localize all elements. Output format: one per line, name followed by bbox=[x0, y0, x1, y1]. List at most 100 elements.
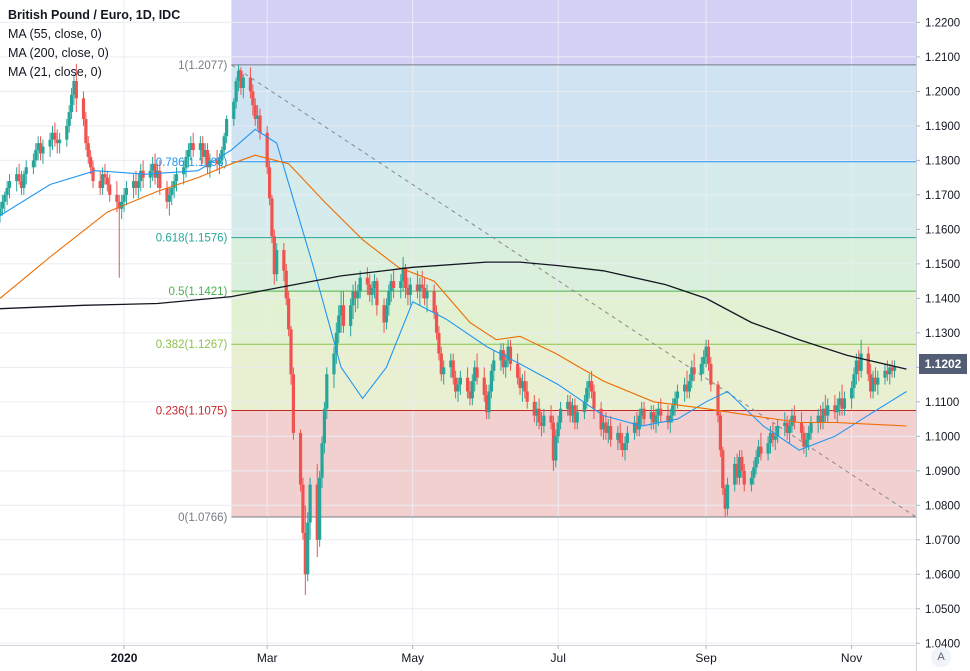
candle-body bbox=[859, 353, 863, 371]
auto-scale-button[interactable]: A bbox=[931, 647, 951, 667]
study-ma200[interactable]: MA (200, close, 0) bbox=[8, 46, 109, 60]
candle-body bbox=[520, 381, 525, 389]
candle-body bbox=[315, 484, 319, 540]
candle-body bbox=[303, 532, 307, 575]
candle-body bbox=[0, 201, 4, 209]
candle-body bbox=[318, 477, 322, 540]
time-tick-label: Mar bbox=[257, 651, 278, 665]
candle-body bbox=[482, 377, 486, 395]
candle-body bbox=[554, 436, 558, 461]
price-tick-label: 1.1300 bbox=[925, 328, 960, 340]
candle-body bbox=[456, 384, 460, 392]
candle-body bbox=[587, 381, 591, 389]
candle-body bbox=[341, 305, 346, 326]
trend-line-segment bbox=[231, 64, 917, 518]
candle-body bbox=[136, 181, 140, 188]
candle-body bbox=[375, 281, 379, 306]
candle-body bbox=[353, 291, 358, 299]
candle-body bbox=[167, 194, 171, 202]
candle-body bbox=[170, 187, 174, 195]
candle-body bbox=[36, 143, 40, 151]
candle-body bbox=[759, 446, 763, 454]
price-tick-label: 1.2200 bbox=[925, 17, 960, 29]
candle-body bbox=[399, 281, 403, 289]
candle-body bbox=[818, 415, 823, 423]
candle-body bbox=[604, 422, 608, 433]
candle-body bbox=[332, 353, 336, 375]
candle-body bbox=[67, 112, 71, 126]
trend-line[interactable] bbox=[231, 64, 917, 518]
candle-body bbox=[558, 408, 563, 423]
candle-body bbox=[675, 391, 680, 399]
candle-body bbox=[186, 150, 191, 157]
fib-zone bbox=[231, 344, 916, 411]
candle-body bbox=[225, 118, 229, 137]
candle-body bbox=[74, 81, 78, 99]
candle-body bbox=[174, 174, 179, 182]
candle-body bbox=[539, 422, 544, 426]
price-tick-label: 1.2000 bbox=[925, 86, 960, 98]
candle-body bbox=[454, 377, 458, 392]
candle-body bbox=[289, 329, 293, 375]
candle-body bbox=[53, 132, 57, 140]
candle-body bbox=[220, 150, 224, 161]
candle-body bbox=[666, 415, 670, 423]
candle-body bbox=[241, 77, 245, 88]
candle-body bbox=[892, 366, 897, 371]
candle-body bbox=[282, 250, 286, 271]
candle-body bbox=[298, 432, 303, 485]
candle-body bbox=[687, 381, 691, 392]
candle-body bbox=[365, 277, 369, 285]
candle-body bbox=[201, 143, 205, 157]
candle-body bbox=[473, 367, 477, 382]
candle-body bbox=[349, 305, 353, 326]
candle-body bbox=[807, 432, 811, 440]
candle-body bbox=[690, 367, 694, 382]
candle-body bbox=[725, 484, 730, 509]
candle-body bbox=[849, 388, 854, 399]
price-tick-label: 1.1000 bbox=[925, 431, 960, 443]
candle-body bbox=[100, 174, 105, 188]
candle-body bbox=[475, 367, 479, 378]
time-tick-label: May bbox=[401, 651, 424, 665]
candle-body bbox=[222, 136, 226, 151]
candle-body bbox=[265, 132, 269, 168]
candle-body bbox=[389, 281, 393, 292]
ma-line-ma55 bbox=[0, 154, 907, 427]
candle-body bbox=[275, 250, 279, 275]
candle-body bbox=[205, 150, 210, 168]
candle-body bbox=[721, 450, 725, 489]
candle-body bbox=[442, 367, 446, 375]
study-ma55[interactable]: MA (55, close, 0) bbox=[8, 27, 102, 41]
candle-body bbox=[737, 457, 742, 478]
candle-body bbox=[508, 346, 513, 364]
candle-body bbox=[735, 463, 739, 478]
price-tick-label: 1.0400 bbox=[925, 638, 960, 650]
candle-body bbox=[251, 91, 255, 106]
candle-body bbox=[840, 398, 844, 409]
candle-body bbox=[523, 381, 527, 392]
candle-body bbox=[702, 356, 706, 364]
candle-body bbox=[418, 284, 422, 292]
candle-body bbox=[535, 408, 539, 416]
candle-body bbox=[609, 425, 613, 440]
candle-body bbox=[740, 457, 744, 471]
symbol-title[interactable]: British Pound / Euro, 1D, IDC bbox=[8, 8, 181, 22]
candle-body bbox=[754, 457, 758, 468]
study-ma21[interactable]: MA (21, close, 0) bbox=[8, 65, 102, 79]
price-tick-label: 1.2100 bbox=[925, 52, 960, 64]
candle-body bbox=[842, 398, 847, 409]
candle-body bbox=[122, 194, 126, 202]
candle-body bbox=[372, 281, 377, 289]
candle-body bbox=[451, 360, 455, 378]
candle-body bbox=[86, 143, 90, 157]
candle-body bbox=[833, 405, 837, 413]
candle-body bbox=[131, 181, 136, 188]
candle-body bbox=[198, 143, 202, 151]
candle-body bbox=[704, 346, 708, 357]
candle-body bbox=[182, 167, 186, 175]
candle-body bbox=[632, 422, 637, 433]
candle-body bbox=[50, 132, 55, 140]
candle-body bbox=[838, 398, 842, 406]
